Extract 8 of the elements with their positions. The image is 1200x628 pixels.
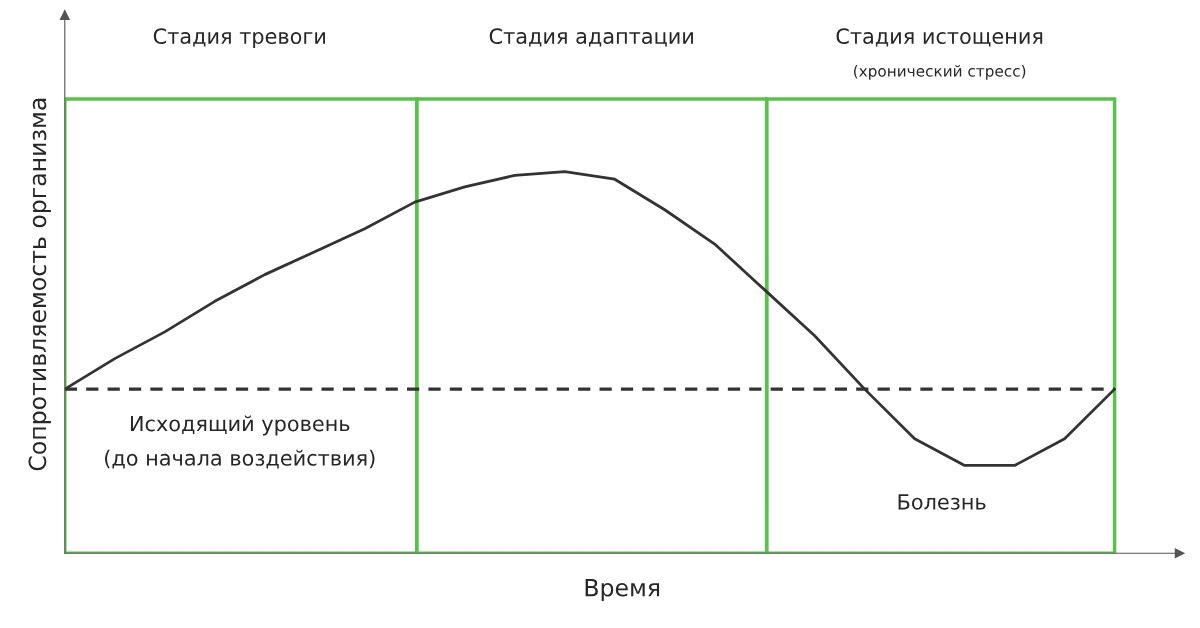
annotation: Болезнь <box>898 494 986 510</box>
x-axis-title: Время <box>585 578 660 602</box>
y-axis-title: Сопротивляемость организма <box>28 98 51 471</box>
text: Стадия адаптации <box>489 28 693 47</box>
text: Стадия тревоги <box>153 28 325 49</box>
text: (хронический стресс) <box>854 64 1026 80</box>
annotation: Исходящий уровень (до начала воздействия) <box>105 415 375 469</box>
text: Стадия истощения <box>836 28 1043 47</box>
